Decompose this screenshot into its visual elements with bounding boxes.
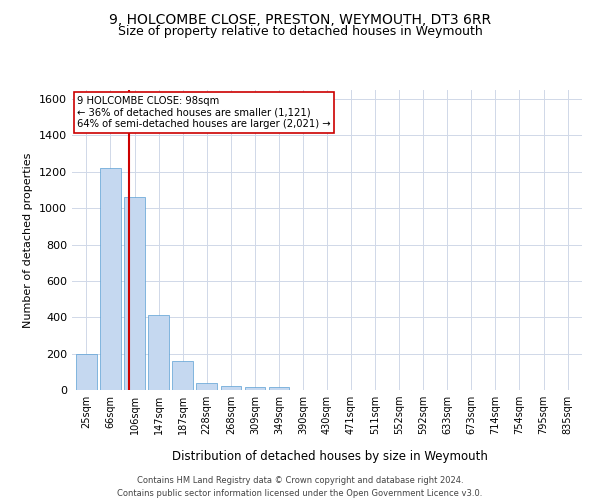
Bar (269, 388, 289, 390)
Text: 9, HOLCOMBE CLOSE, PRESTON, WEYMOUTH, DT3 6RR: 9, HOLCOMBE CLOSE, PRESTON, WEYMOUTH, DT… (109, 12, 491, 26)
Bar (76, 354, 97, 390)
Text: Distribution of detached houses by size in Weymouth: Distribution of detached houses by size … (172, 450, 488, 463)
Bar (196, 382, 217, 390)
Text: 9 HOLCOMBE CLOSE: 98sqm
← 36% of detached houses are smaller (1,121)
64% of semi: 9 HOLCOMBE CLOSE: 98sqm ← 36% of detache… (77, 96, 331, 129)
Y-axis label: Number of detached properties: Number of detached properties (23, 152, 34, 328)
Bar (221, 386, 241, 390)
Text: Contains HM Land Registry data © Crown copyright and database right 2024.
Contai: Contains HM Land Registry data © Crown c… (118, 476, 482, 498)
Bar (124, 198, 145, 390)
Bar (148, 316, 169, 390)
Bar (245, 388, 265, 390)
Bar (100, 168, 121, 390)
Text: Size of property relative to detached houses in Weymouth: Size of property relative to detached ho… (118, 25, 482, 38)
Bar (172, 361, 193, 390)
